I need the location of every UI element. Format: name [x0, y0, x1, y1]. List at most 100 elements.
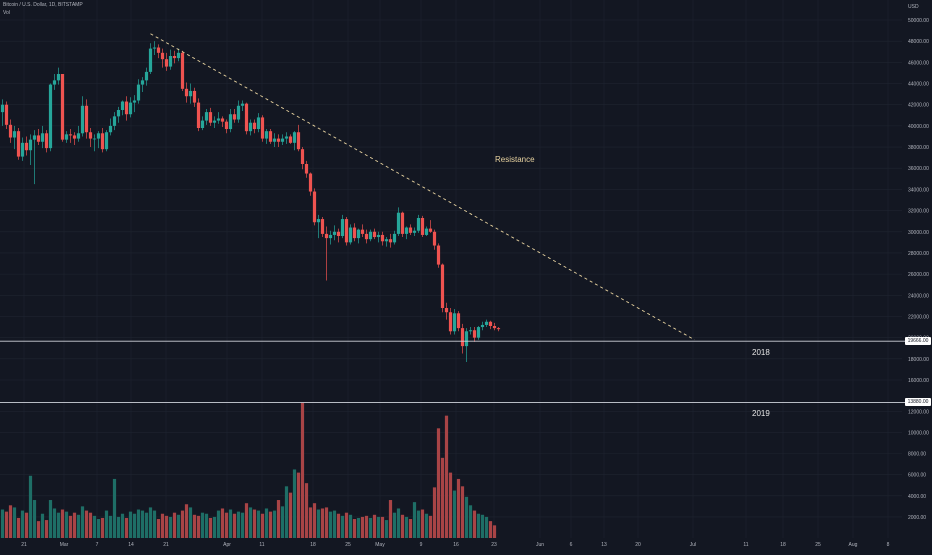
volume-bar — [344, 512, 349, 538]
volume-bar — [48, 500, 53, 538]
volume-bar — [148, 507, 153, 538]
volume-bar — [92, 515, 97, 538]
candle-body — [396, 212, 401, 234]
candle-body — [8, 124, 13, 138]
volume-bar — [96, 519, 101, 538]
price-tick-label: 16000.00 — [908, 378, 929, 384]
candle-body — [304, 164, 309, 174]
candle-body — [60, 74, 65, 140]
volume-bar — [204, 513, 209, 538]
candle-body — [472, 330, 477, 338]
candle-body — [116, 110, 121, 117]
volume-bar — [276, 500, 281, 538]
volume-bar — [116, 516, 121, 538]
volume-bar — [444, 415, 449, 538]
volume-bar — [296, 472, 301, 538]
level-2018-annotation[interactable]: 2018 — [752, 348, 770, 357]
resistance-trendline — [150, 33, 695, 341]
candle-body — [216, 118, 221, 121]
candle-body — [52, 80, 57, 85]
volume-bar — [292, 469, 297, 538]
volume-bar — [100, 517, 105, 538]
price-tick-label: 36000.00 — [908, 166, 929, 172]
volume-bar — [180, 510, 185, 538]
volume-bar — [232, 513, 237, 538]
volume-bar — [492, 525, 497, 538]
candle-body — [416, 218, 421, 231]
volume-bar — [172, 512, 177, 538]
candle-body — [332, 231, 337, 235]
candle-body — [152, 47, 157, 49]
candle-body — [88, 132, 93, 139]
candle-body — [180, 52, 185, 89]
candle-body — [328, 234, 333, 239]
volume-bar — [456, 478, 461, 538]
candle-body — [428, 228, 433, 232]
volume-bar — [192, 514, 197, 538]
volume-bar — [472, 510, 477, 538]
symbol-title[interactable]: Bitcoin / U.S. Dollar, 1D, BITSTAMP — [3, 2, 83, 8]
candle-body — [460, 328, 465, 347]
volume-bar — [128, 511, 133, 538]
price-tick-label: 48000.00 — [908, 39, 929, 45]
time-tick-label: Apr — [223, 542, 231, 548]
volume-bar — [272, 510, 277, 538]
candle-body — [244, 103, 249, 132]
volume-bar — [72, 512, 77, 538]
candle-body — [56, 74, 61, 81]
candle-body — [276, 138, 281, 142]
candle-body — [476, 327, 481, 338]
volume-bar — [440, 457, 445, 538]
candle-body — [420, 218, 425, 235]
level-2019-annotation[interactable]: 2019 — [752, 409, 770, 418]
volume-tick-label: 4000.00 — [908, 494, 926, 500]
volume-bar — [260, 513, 265, 538]
time-tick-label: 18 — [310, 542, 316, 548]
price-tick-label: 34000.00 — [908, 187, 929, 193]
resistance-annotation[interactable]: Resistance — [495, 155, 535, 164]
candle-body — [248, 122, 253, 132]
drawings — [0, 33, 905, 403]
volume-bar — [184, 504, 189, 538]
volume-bar — [432, 487, 437, 538]
volume-bar — [252, 509, 257, 538]
candle-body — [252, 122, 257, 130]
volume-bar — [36, 521, 41, 538]
volume-bar — [488, 521, 493, 538]
time-tick-label: Jun — [536, 542, 544, 548]
volume-bar — [376, 516, 381, 538]
candle-body — [156, 47, 161, 53]
volume-legend-label[interactable]: Vol — [3, 10, 10, 16]
volume-bar — [20, 510, 25, 538]
volume-bar — [136, 509, 141, 538]
candle-body — [136, 84, 141, 101]
volume-bar — [88, 512, 93, 538]
candle-body — [128, 102, 133, 115]
candle-body — [292, 132, 297, 143]
support-2019-price-label: 13880.00 — [905, 398, 931, 406]
candle-body — [404, 227, 409, 234]
volume-bar — [420, 509, 425, 538]
volume-bar — [372, 514, 377, 538]
grid-lines — [0, 0, 902, 538]
time-tick-label: 20 — [635, 542, 641, 548]
time-tick-label: 18 — [780, 542, 786, 548]
candle-body — [48, 84, 53, 149]
volume-bar — [352, 519, 357, 538]
candle-body — [288, 136, 293, 143]
price-tick-label: 30000.00 — [908, 230, 929, 236]
candle-body — [352, 227, 357, 239]
volume-bar — [484, 516, 489, 538]
candle-body — [372, 231, 377, 238]
candle-body — [424, 228, 429, 235]
candle-body — [364, 233, 369, 240]
volume-bar — [120, 513, 125, 538]
volume-bar — [156, 519, 161, 538]
volume-bar — [412, 502, 417, 538]
volume-bar — [80, 506, 85, 538]
volume-bar — [220, 508, 225, 538]
volume-bar — [56, 512, 61, 538]
candle-body — [280, 138, 285, 142]
